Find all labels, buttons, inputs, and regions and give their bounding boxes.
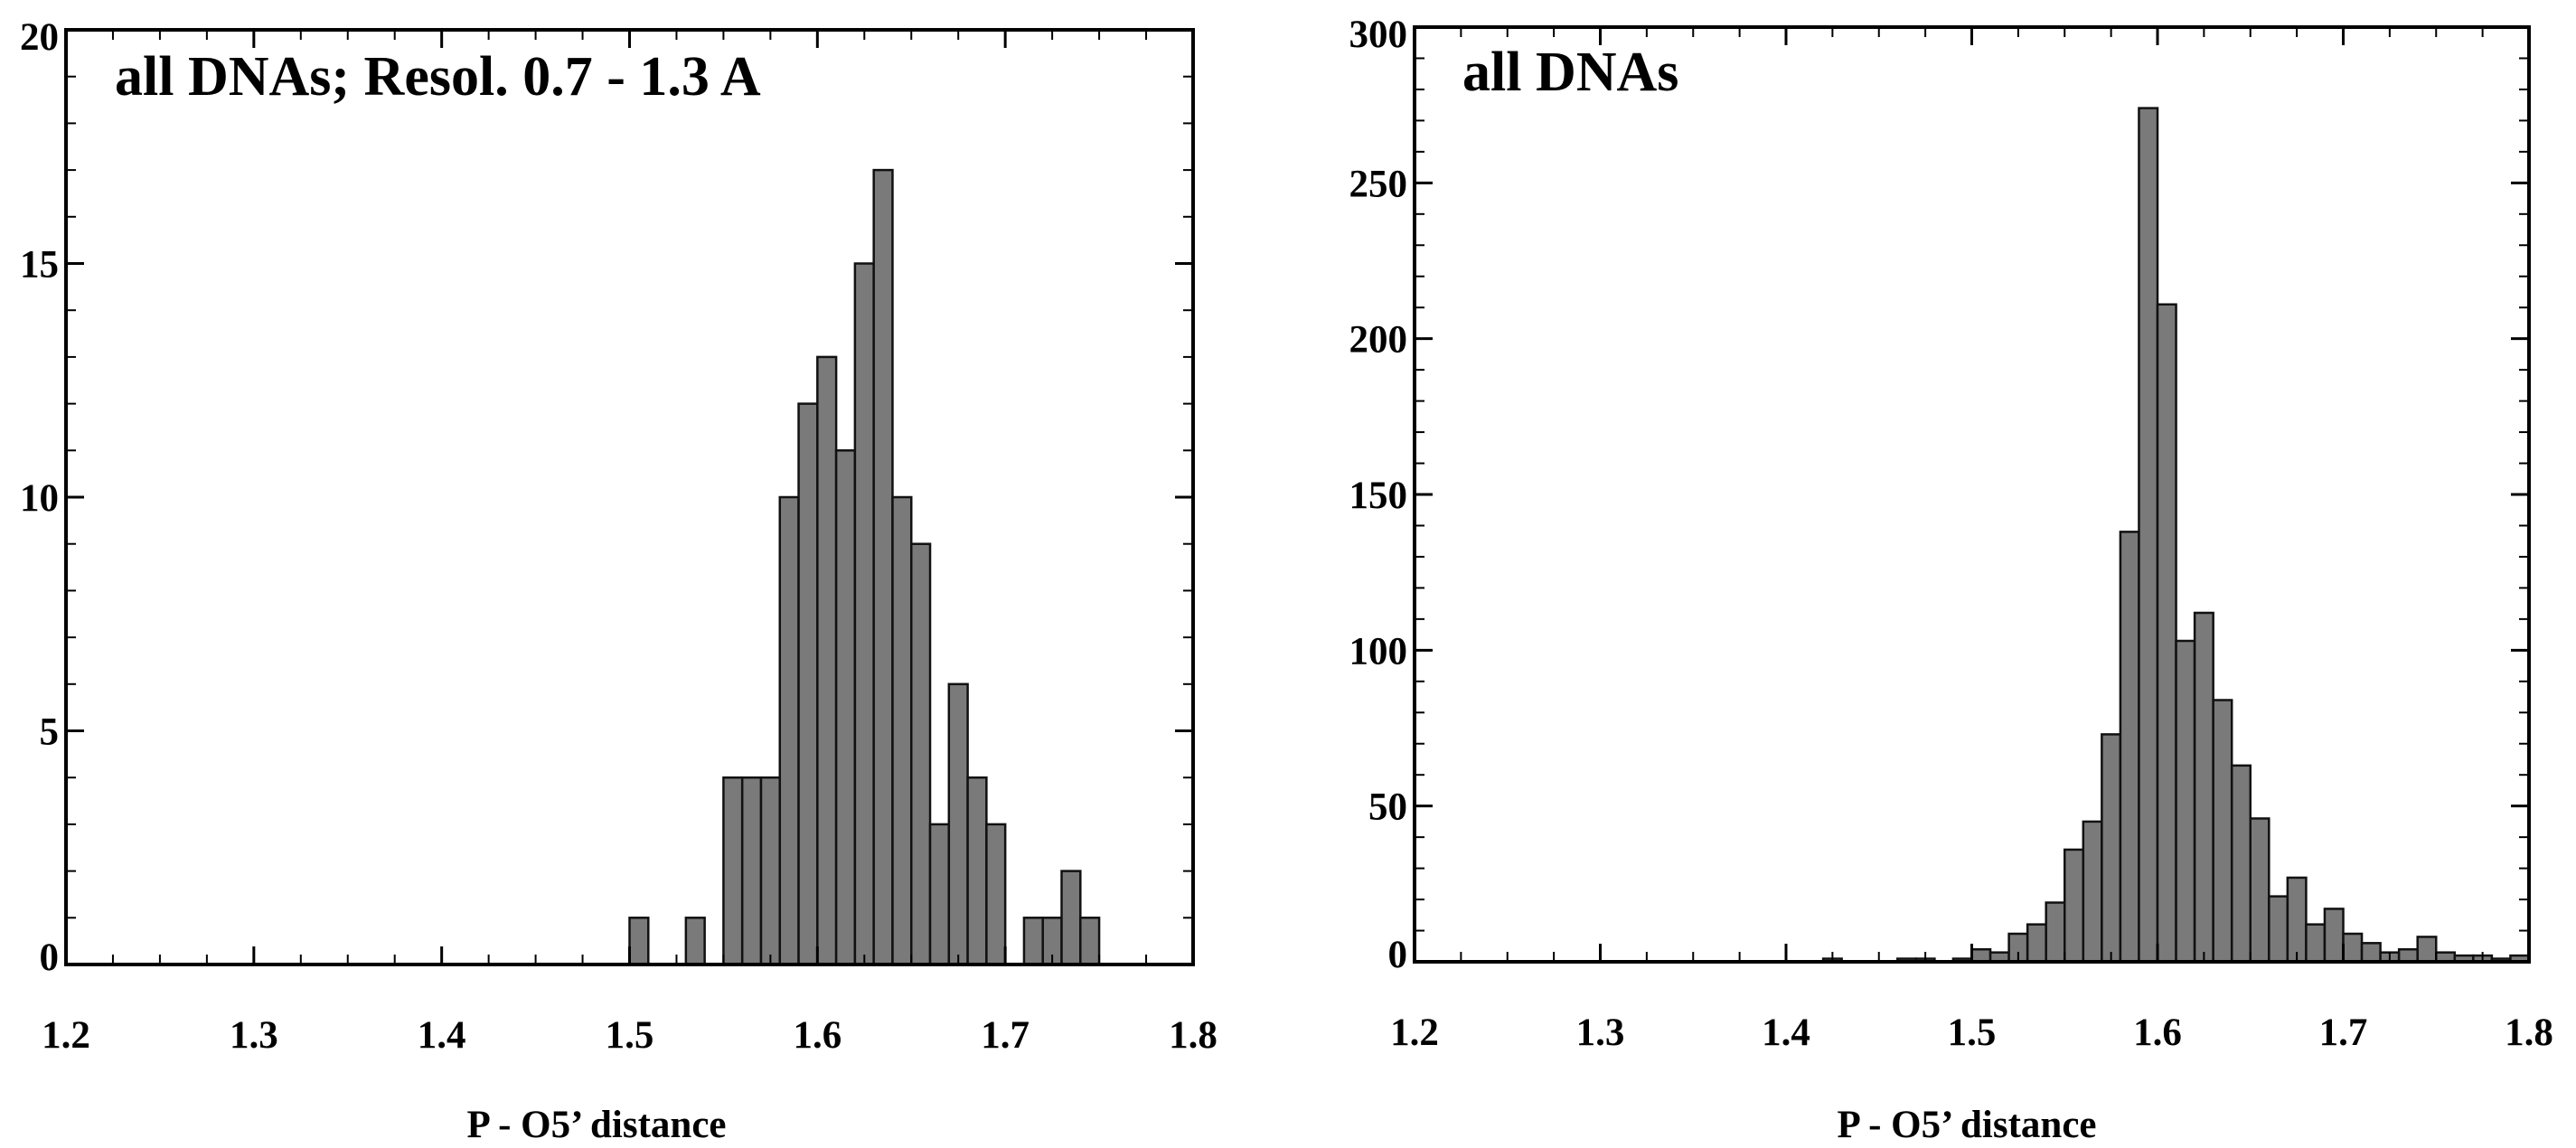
histogram-bar — [2268, 895, 2289, 964]
x-tick-label: 1.8 — [1169, 1014, 1217, 1057]
histogram-bar — [778, 495, 800, 966]
y-tick-label: 200 — [1349, 319, 1408, 362]
histogram-bar — [872, 168, 894, 966]
histogram-bar — [759, 776, 782, 966]
x-tick-label: 1.6 — [793, 1014, 841, 1057]
x-tick-label: 1.7 — [2319, 1012, 2368, 1054]
x-tick-label: 1.4 — [418, 1014, 466, 1057]
histogram-bar — [2416, 936, 2438, 964]
histogram-panel-resolution: 0 5 10 15 20 1.2 1.3 1.4 1.5 1.6 1.7 1.8 all DNAs;… — [20, 16, 1217, 1146]
histogram-bar — [797, 402, 819, 966]
histogram-bar — [2156, 303, 2177, 964]
y-tick-label: 10 — [20, 477, 59, 520]
histogram-bar — [684, 917, 706, 966]
histogram-bar — [2286, 876, 2308, 964]
x-axis-title: P - O5’ distance — [1837, 1104, 2096, 1146]
histogram-bar — [1022, 917, 1044, 966]
histogram-bar — [722, 776, 744, 966]
x-tick-label: 1.6 — [2133, 1012, 2182, 1054]
x-tick-label: 1.4 — [1762, 1012, 1810, 1054]
y-tick-label: 0 — [40, 936, 60, 979]
histogram-bar — [2064, 848, 2085, 964]
bars-group — [628, 168, 1101, 966]
histogram-bar — [853, 262, 875, 966]
histogram-bar — [891, 495, 913, 966]
histogram-bar — [2082, 820, 2103, 964]
histogram-bar — [740, 776, 763, 966]
histogram-bar — [2305, 923, 2327, 964]
histogram-bar — [910, 542, 932, 966]
y-tick-labels: 0 5 10 15 20 — [20, 16, 59, 979]
tick-marks — [1413, 25, 2531, 964]
y-tick-label: 5 — [40, 711, 60, 754]
x-tick-labels: 1.2 1.3 1.4 1.5 1.6 1.7 1.8 — [42, 1014, 1217, 1057]
chart-title: all DNAs; Resol. 0.7 - 1.3 A — [115, 46, 761, 108]
histogram-bar — [947, 682, 969, 966]
histogram-bar — [628, 917, 650, 966]
histogram-bar — [2045, 901, 2066, 964]
y-tick-label: 100 — [1349, 630, 1408, 673]
x-tick-label: 1.5 — [1948, 1012, 1997, 1054]
x-tick-label: 1.2 — [42, 1014, 90, 1057]
y-tick-label: 300 — [1349, 14, 1408, 56]
histogram-bar — [2175, 639, 2196, 964]
x-tick-label: 1.2 — [1390, 1012, 1439, 1054]
histogram-bar — [1970, 947, 1992, 964]
tick-marks — [64, 28, 1195, 966]
histogram-bar — [2360, 942, 2382, 964]
y-tick-label: 20 — [20, 16, 59, 59]
histogram-bar — [2101, 733, 2122, 964]
histogram-bar — [985, 823, 1007, 966]
x-tick-labels: 1.2 1.3 1.4 1.5 1.6 1.7 1.8 — [1390, 1012, 2553, 1054]
histogram-bar — [2230, 764, 2252, 964]
histogram-bar — [2138, 107, 2159, 964]
histogram-bar — [834, 449, 857, 966]
y-tick-label: 0 — [1388, 934, 1408, 976]
histogram-bar — [2249, 817, 2270, 964]
x-tick-label: 1.7 — [981, 1014, 1029, 1057]
histogram-bar — [2323, 908, 2345, 964]
y-tick-label: 150 — [1349, 475, 1408, 517]
histogram-bar — [816, 355, 838, 966]
x-axis-title: P - O5’ distance — [466, 1104, 726, 1146]
histogram-bar — [2119, 531, 2140, 964]
y-tick-label: 250 — [1349, 163, 1408, 205]
y-tick-label: 15 — [20, 244, 59, 287]
chart-title: all DNAs — [1462, 42, 1678, 103]
histogram-bar — [928, 823, 951, 966]
histogram-bar — [1079, 917, 1101, 966]
plot-frame — [64, 28, 1195, 966]
histogram-bar — [966, 776, 988, 966]
x-tick-label: 1.5 — [606, 1014, 654, 1057]
plot-frame — [1413, 25, 2531, 964]
histogram-bar — [2212, 699, 2233, 964]
histogram-panel-all: 0 50 100 150 200 250 300 1.2 1.3 1.4 1.5 1.6 1.7 1.8… — [1349, 14, 2553, 1146]
x-tick-label: 1.3 — [230, 1014, 278, 1057]
x-tick-label: 1.3 — [1576, 1012, 1625, 1054]
x-tick-label: 1.8 — [2505, 1012, 2553, 1054]
y-tick-label: 50 — [1368, 786, 1407, 829]
histogram-bar — [1060, 870, 1082, 966]
histogram-bar — [2342, 932, 2364, 964]
histogram-bar — [2026, 923, 2047, 964]
bars-group — [1821, 107, 2531, 964]
y-tick-labels: 0 50 100 150 200 250 300 — [1349, 14, 1408, 976]
histogram-bar — [2397, 947, 2419, 964]
histogram-bar — [2193, 611, 2214, 964]
